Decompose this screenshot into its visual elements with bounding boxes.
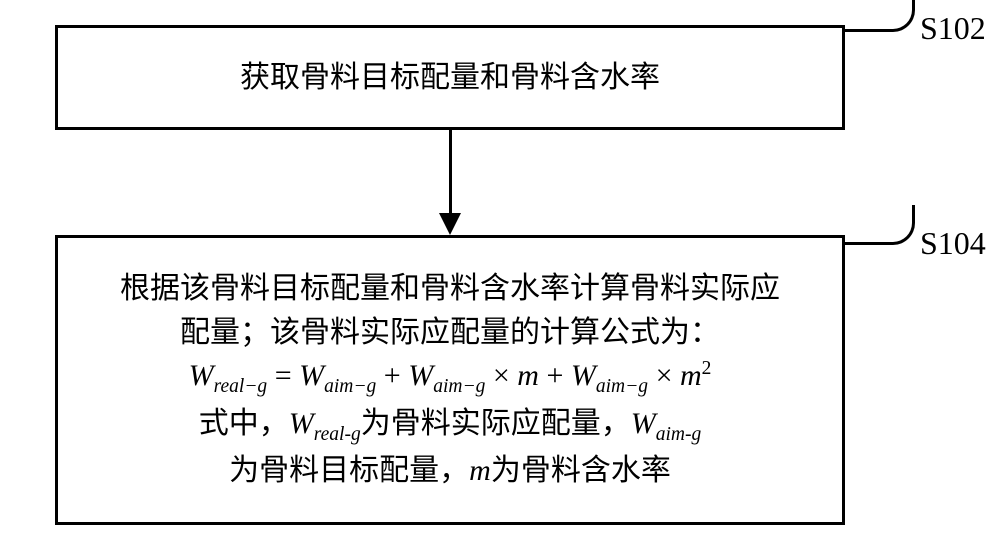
formula-t2-sub: aim−g xyxy=(433,376,485,397)
s104-line4-b: 为骨料实际应配量， xyxy=(361,407,631,440)
formula-t2-W: W xyxy=(408,359,433,392)
s104-line5-b: 为骨料含水率 xyxy=(491,454,671,487)
formula-lhs-W: W xyxy=(189,359,214,392)
s104-W1-sub: real-g xyxy=(314,424,361,445)
s104-W2-sub: aim-g xyxy=(656,424,702,445)
formula-mul2: × xyxy=(648,359,680,392)
step-label-s102: S102 xyxy=(920,10,986,47)
formula-t3-exp: 2 xyxy=(702,358,712,379)
formula-lhs-sub: real−g xyxy=(214,376,268,397)
s104-line4: 式中，Wreal-g为骨料实际应配量，Waim-g xyxy=(199,402,701,449)
s104-line5-a: 为骨料目标配量， xyxy=(229,454,469,487)
step-s102-text: 获取骨料目标配量和骨料含水率 xyxy=(240,55,660,100)
formula-t3-sub: aim−g xyxy=(596,376,648,397)
s104-line5: 为骨料目标配量，m为骨料含水率 xyxy=(229,449,671,493)
s104-line4-a: 式中， xyxy=(199,407,289,440)
step-box-s104: 根据该骨料目标配量和骨料含水率计算骨料实际应 配量；该骨料实际应配量的计算公式为… xyxy=(55,235,845,525)
arrow-head xyxy=(439,213,461,235)
label-connector-s102 xyxy=(845,0,915,32)
s104-line1: 根据该骨料目标配量和骨料含水率计算骨料实际应 xyxy=(120,267,780,311)
formula-t1-sub: aim−g xyxy=(324,376,376,397)
s104-W2: W xyxy=(631,407,656,440)
arrow-shaft xyxy=(449,130,452,215)
s104-W1: W xyxy=(289,407,314,440)
step-box-s102: 获取骨料目标配量和骨料含水率 xyxy=(55,25,845,130)
s104-m: m xyxy=(469,454,491,487)
formula-eq: = xyxy=(267,359,299,392)
formula-t2-m: m xyxy=(517,359,539,392)
label-connector-s104 xyxy=(845,205,915,245)
step-label-s104: S104 xyxy=(920,225,986,262)
s104-line2: 配量；该骨料实际应配量的计算公式为： xyxy=(180,311,720,355)
formula-t3-W: W xyxy=(571,359,596,392)
flowchart-canvas: 获取骨料目标配量和骨料含水率 S102 根据该骨料目标配量和骨料含水率计算骨料实… xyxy=(0,0,1000,551)
formula-mul1: × xyxy=(485,359,517,392)
s104-formula: Wreal−g = Waim−g + Waim−g × m + Waim−g ×… xyxy=(189,354,712,401)
formula-t3-m: m xyxy=(680,359,702,392)
formula-plus2: + xyxy=(539,359,571,392)
formula-t1-W: W xyxy=(299,359,324,392)
formula-plus1: + xyxy=(376,359,408,392)
